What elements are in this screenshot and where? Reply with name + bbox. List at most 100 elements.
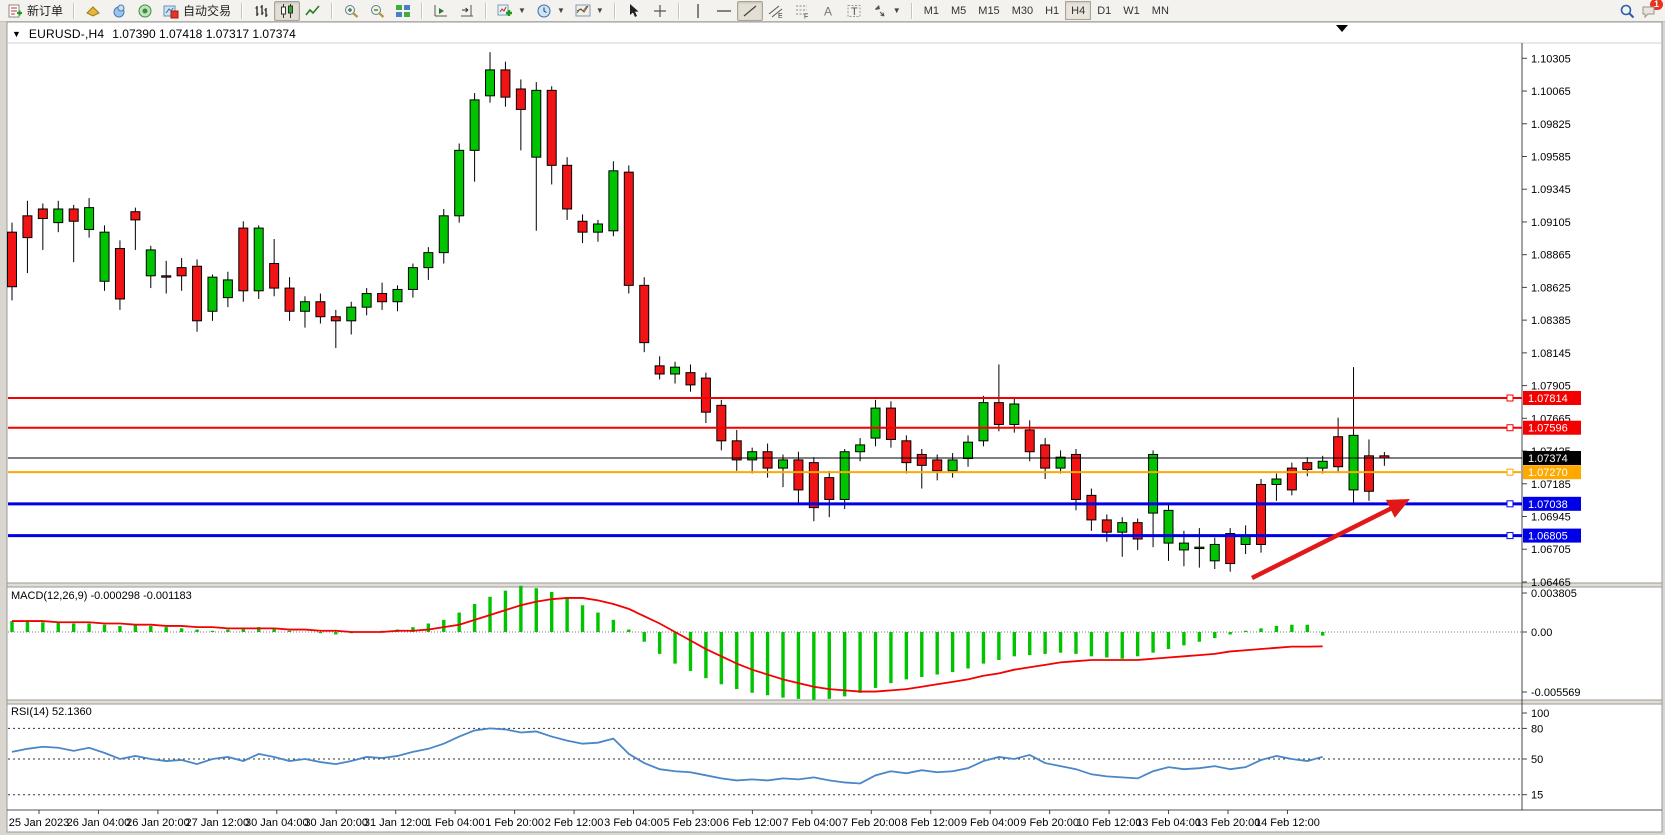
date-axis-label: 5 Feb 23:00 [664,817,723,829]
timeframe-m30-button[interactable]: M30 [1011,4,1034,17]
price-tag [1523,496,1581,511]
line-chart-mode-button[interactable] [300,1,326,21]
bear-candle [22,215,33,239]
new-order-button[interactable]: 新订单 [2,1,68,21]
trendline-tool-button[interactable] [736,0,763,21]
timeframe-m1-button[interactable]: M1 [923,4,939,17]
bear-candle [1040,444,1051,469]
bull-candle [1163,509,1174,544]
chart-shift-button[interactable] [454,1,480,21]
bull-candle [207,276,218,312]
bear-candle [808,462,819,509]
autotrading-button[interactable]: 自动交易 [158,1,236,21]
panel-resize-separator[interactable] [6,582,1663,588]
bear-candle [1225,533,1236,565]
timeframe-m5-button[interactable]: M5 [951,4,967,17]
arrows-tool-button[interactable]: ▼ [867,1,906,21]
vertical-line-tool-button[interactable] [685,1,711,21]
bear-candle [176,267,187,277]
line-handle[interactable] [1506,468,1514,476]
label-tool-button[interactable]: T [841,1,867,21]
timeframe-mn-button[interactable]: MN [1151,4,1169,17]
bear-candle [1070,453,1081,500]
line-chart-icon [305,3,321,19]
price-tag [1523,465,1581,480]
chart-shift-marker[interactable] [1336,25,1348,32]
search-icon[interactable] [1619,3,1635,19]
bear-candle [546,89,557,166]
bull-candle [839,451,850,500]
clock-icon [536,3,552,19]
arrow-annotation-head[interactable] [1385,499,1410,518]
bear-candle [993,402,1004,425]
signals-button[interactable] [132,1,158,21]
date-axis-label: 3 Feb 04:00 [604,817,663,829]
svg-text:E: E [778,13,783,19]
date-axis-label: 9 Feb 04:00 [961,817,1020,829]
autotrading-icon [163,3,179,19]
community-button[interactable] [106,1,132,21]
date-axis-label: 30 Jan 04:00 [245,817,309,829]
bear-candle [1302,462,1313,470]
bull-candle [346,306,357,322]
zoom-out-button[interactable] [364,1,390,21]
macd-axis-label: -0.005569 [1531,687,1581,699]
bear-candle [68,208,79,222]
bull-candle [855,444,866,453]
date-axis-label: 27 Jan 12:00 [186,817,250,829]
line-handle[interactable] [1506,532,1514,540]
bull-candle [1009,403,1020,425]
notification-badge: 1 [1649,0,1663,10]
chart-title-bar[interactable]: ▼ EURUSD-,H4 1.07390 1.07418 1.07317 1.0… [12,27,296,41]
period-button[interactable]: ▼ [531,1,570,21]
timeframe-h4-button[interactable]: H4 [1065,1,1092,20]
timeframe-w1-button[interactable]: W1 [1123,4,1140,17]
date-axis-label: 8 Feb 12:00 [901,817,960,829]
bull-candle [438,215,449,254]
channel-tool-button[interactable]: E [763,1,789,21]
template-button[interactable]: ▼ [570,1,609,21]
cursor-icon [626,3,642,19]
horizontal-line-tool-button[interactable] [711,1,737,21]
auto-scroll-button[interactable] [428,1,454,21]
line-handle[interactable] [1506,424,1514,432]
candlestick-mode-button[interactable] [274,0,301,21]
arrow-annotation-shaft[interactable] [1250,504,1397,581]
zoom-in-button[interactable] [338,1,364,21]
signals-icon [137,3,153,19]
line-handle[interactable] [1506,394,1514,402]
bear-candle [37,208,48,220]
bear-candle [685,372,696,386]
macd-indicator-label: MACD(12,26,9) -0.000298 -0.001183 [11,590,192,602]
text-tool-button[interactable]: A [815,1,841,21]
market-button[interactable] [80,1,106,21]
rsi-axis-label: 50 [1531,754,1543,766]
crosshair-tool-button[interactable] [647,1,673,21]
bear-candle [1256,483,1267,545]
bull-candle [469,99,480,151]
date-axis-label: 6 Feb 12:00 [723,817,782,829]
price-axis-tick-label: 1.08385 [1531,315,1571,327]
cursor-tool-button[interactable] [621,1,647,21]
tile-windows-button[interactable] [390,1,416,21]
toolbar-separator [677,2,680,19]
bar-chart-mode-button[interactable] [248,1,274,21]
notifications-icon[interactable]: 1 [1641,0,1663,19]
date-axis-label: 9 Feb 20:00 [1020,817,1079,829]
timeframe-m15-button[interactable]: M15 [978,4,1000,17]
line-handle[interactable] [1506,500,1514,508]
bear-candle [731,440,742,461]
bull-candle [454,149,465,217]
bull-candle [361,293,372,308]
panel-resize-separator[interactable] [6,699,1663,705]
bear-candle [114,248,125,300]
crosshair-icon [652,3,668,19]
timeframe-d1-button[interactable]: D1 [1097,4,1112,17]
trendline-icon [742,3,758,19]
svg-text:F: F [804,13,808,19]
fibonacci-tool-button[interactable]: F [789,1,815,21]
channel-icon: E [768,3,784,19]
timeframe-h1-button[interactable]: H1 [1045,4,1060,17]
add-indicator-button[interactable]: ▼ [492,1,531,21]
macd-signal-line [12,597,1323,693]
